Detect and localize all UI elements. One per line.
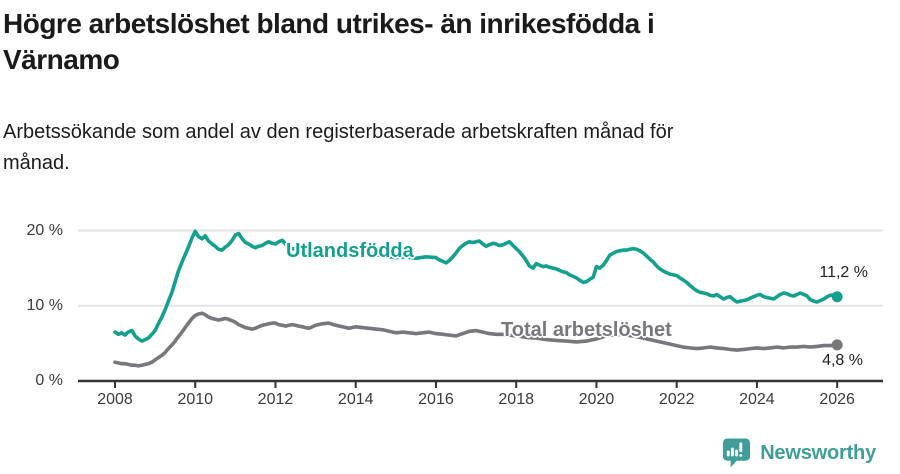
- end-value-label-utlandsfodda: 11,2 %: [819, 264, 868, 281]
- x-tick-label-2010: 2010: [177, 391, 214, 408]
- y-tick-label-0: 0 %: [35, 372, 63, 389]
- newsworthy-logo[interactable]: Newsworthy: [720, 435, 876, 471]
- series-line-total: [113, 311, 840, 368]
- x-tick-label-2024: 2024: [739, 391, 775, 408]
- series-label-utlandsfodda: Utlandsfödda: [286, 240, 414, 262]
- newsworthy-logo-text: Newsworthy: [760, 441, 876, 464]
- x-tick-label-2022: 2022: [658, 391, 695, 408]
- page-title-line1: Högre arbetslöshet bland utrikes- än inr…: [3, 8, 655, 39]
- page-title-line2: Värnamo: [3, 44, 120, 75]
- y-tick-label-10: 10 %: [26, 296, 63, 314]
- x-tick-label-2018: 2018: [498, 391, 534, 408]
- series-line-utlandsfodda: [113, 229, 840, 343]
- page-subtitle-line1: Arbetssökande som andel av den registerb…: [3, 121, 674, 143]
- x-tick-label-2026: 2026: [819, 391, 855, 408]
- x-tick-label-2008: 2008: [97, 391, 133, 408]
- x-tick-label-2016: 2016: [418, 391, 454, 408]
- x-tick-label-2014: 2014: [337, 391, 374, 408]
- y-tick-label-20: 20 %: [26, 221, 63, 239]
- end-value-label-total: 4,8 %: [822, 352, 863, 369]
- series-end-dot-total: [831, 339, 843, 351]
- bar-chart-pin-icon: [723, 438, 751, 468]
- page-title: Högre arbetslöshet bland utrikes- än inr…: [3, 6, 883, 78]
- series-label-total-arbetsloshet: Total arbetslöshet: [501, 319, 672, 341]
- series-end-dot-utlandsfodda: [831, 291, 843, 303]
- x-tick-label-2020: 2020: [578, 391, 615, 408]
- x-tick-label-2012: 2012: [257, 391, 294, 408]
- page-subtitle: Arbetssökande som andel av den registerb…: [3, 117, 843, 179]
- page-subtitle-line2: månad.: [3, 152, 70, 174]
